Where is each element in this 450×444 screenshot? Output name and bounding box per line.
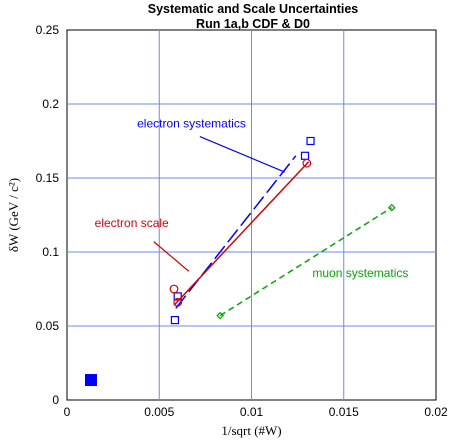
electron-scale-point [169,284,179,294]
chart-title: Systematic and Scale Uncertainties [148,2,359,16]
x-tick-label: 0.005 [144,405,174,419]
x-axis-label: 1/sqrt (#W) [221,423,281,438]
muon-systematics-point [387,203,396,212]
x-tick-label: 0.01 [240,405,264,419]
y-tick-label: 0.05 [36,319,60,333]
x-tick-label: 0.015 [329,405,359,419]
y-axis-label: δW (GeV / c²) [6,178,21,252]
electron-scale-fit-line [173,161,310,306]
electron-scale-point [302,158,312,168]
y-tick-label: 0.15 [36,171,60,185]
x-tick-label: 0 [64,405,71,419]
electron-scale-point [173,297,183,307]
chart-subtitle: Run 1a,b CDF & D0 [196,17,310,31]
electron-systematics-pointer [199,136,285,173]
electron-systematics-point [306,136,315,146]
y-tick-label: 0.25 [36,23,60,37]
electron-systematics-point [173,292,182,301]
legend-marker [84,374,97,387]
x-tick-label: 0.02 [424,405,448,419]
muon-systematics-point [216,311,224,320]
muon-systematics-fit-line [219,206,393,317]
muon-systematics-label: muon systematics [312,266,408,280]
y-tick-label: 0 [52,393,59,407]
y-tick-label: 0.1 [42,245,59,259]
electron-systematics-label: electron systematics [137,117,246,131]
axis-ticks: 0 0.005 0.01 0.015 0.02 0 0.05 0.1 0.15 0.2 0.25 [36,23,448,419]
electron-scale-label: electron scale [95,216,169,230]
y-tick-label: 0.2 [42,97,59,111]
grid [67,30,436,400]
electron-scale-pointer [153,241,190,272]
annotations: electron systematics electron scale muon s… [95,117,409,280]
data-marks [84,136,396,387]
electron-systematics-point [170,315,180,325]
